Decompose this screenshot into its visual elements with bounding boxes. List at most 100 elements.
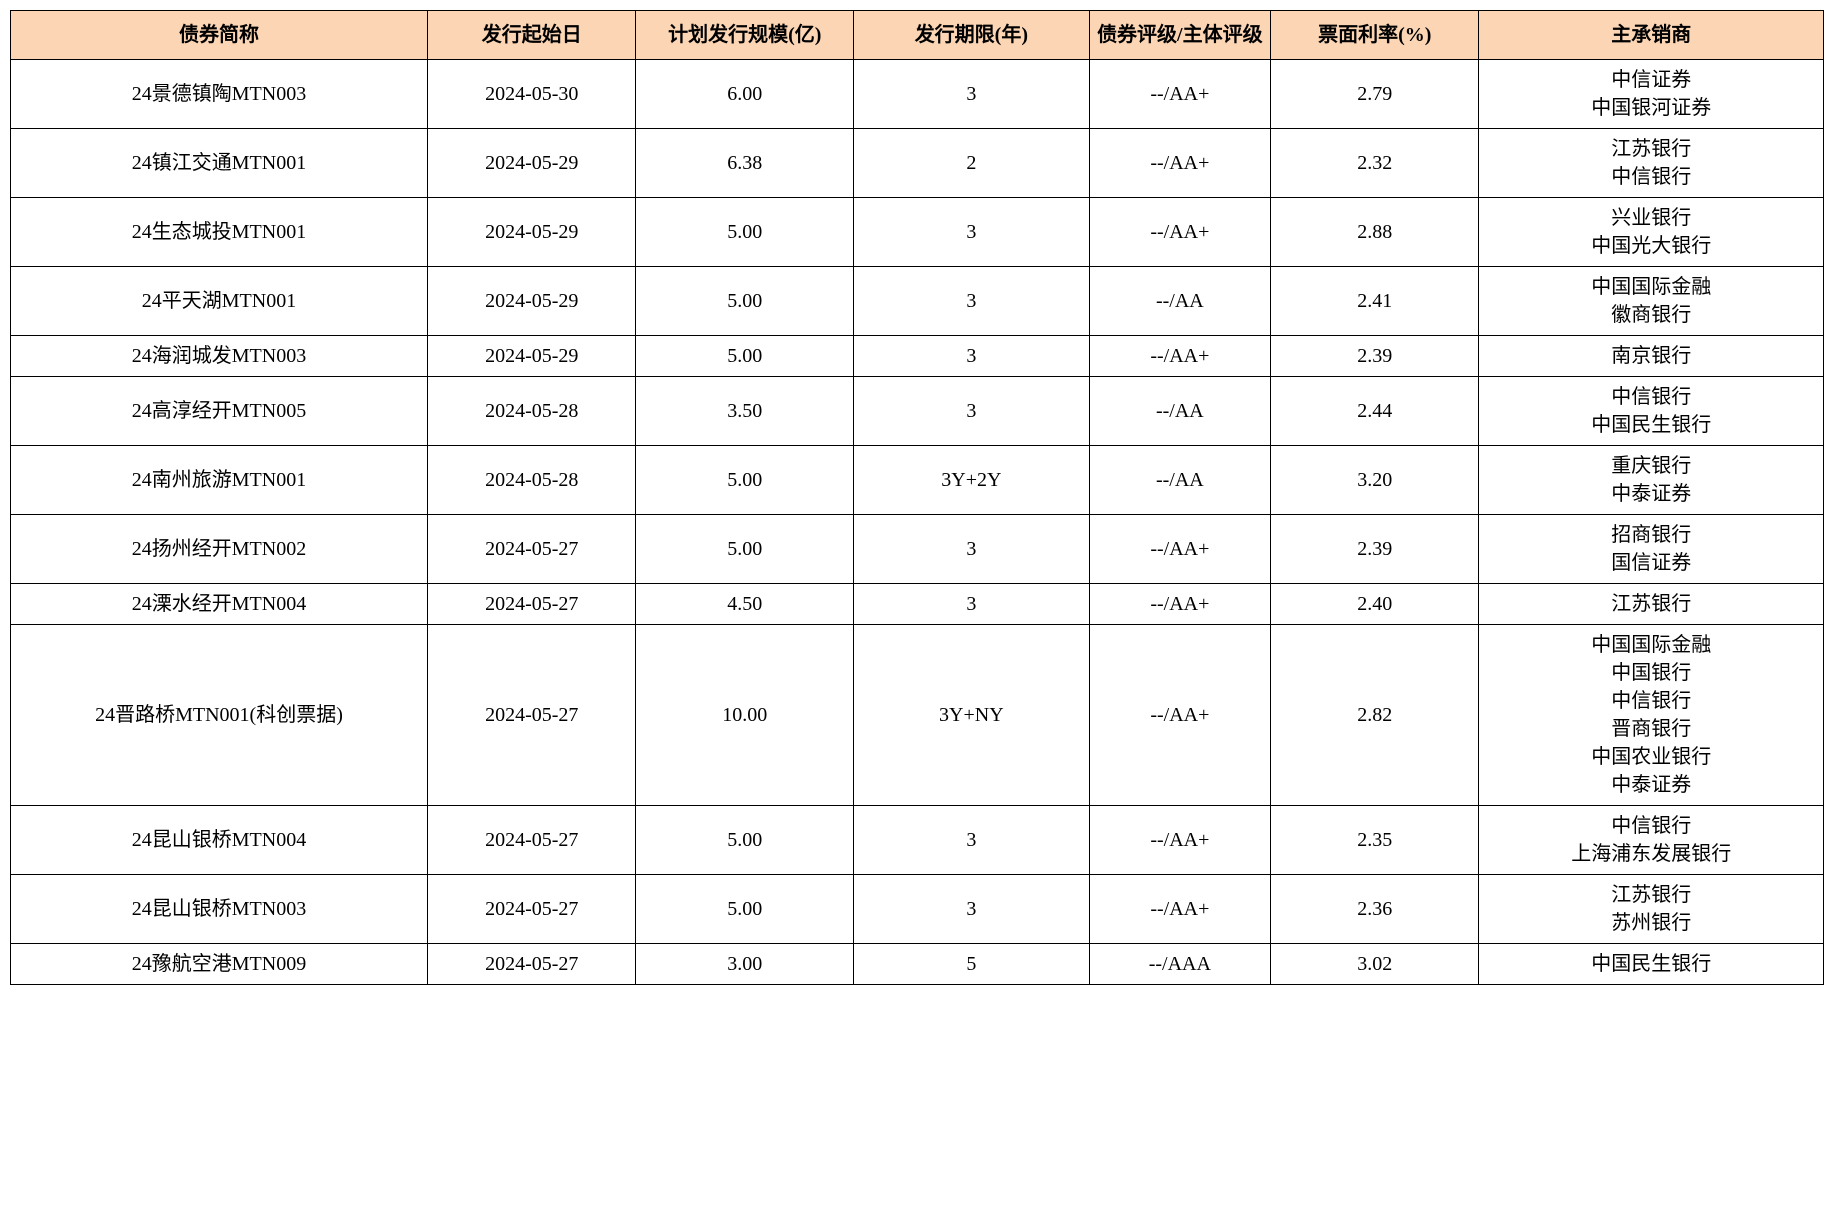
cell-rate: 2.82: [1271, 625, 1479, 806]
cell-name: 24昆山银桥MTN004: [11, 806, 428, 875]
cell-size: 6.38: [636, 129, 854, 198]
cell-name: 24海润城发MTN003: [11, 336, 428, 377]
cell-rating: --/AA+: [1089, 625, 1270, 806]
cell-rate: 2.39: [1271, 515, 1479, 584]
col-header-size: 计划发行规模(亿): [636, 11, 854, 60]
cell-date: 2024-05-29: [427, 129, 635, 198]
cell-rating: --/AA+: [1089, 515, 1270, 584]
cell-rating: --/AA+: [1089, 584, 1270, 625]
cell-date: 2024-05-27: [427, 875, 635, 944]
underwriter-name: 中信银行: [1483, 163, 1819, 191]
underwriter-name: 国信证券: [1483, 549, 1819, 577]
table-row: 24高淳经开MTN0052024-05-283.503--/AA2.44中信银行…: [11, 377, 1824, 446]
cell-underwriter: 招商银行国信证券: [1479, 515, 1824, 584]
table-row: 24豫航空港MTN0092024-05-273.005--/AAA3.02中国民…: [11, 944, 1824, 985]
cell-rating: --/AAA: [1089, 944, 1270, 985]
table-row: 24海润城发MTN0032024-05-295.003--/AA+2.39南京银…: [11, 336, 1824, 377]
table-row: 24镇江交通MTN0012024-05-296.382--/AA+2.32江苏银…: [11, 129, 1824, 198]
cell-date: 2024-05-27: [427, 584, 635, 625]
underwriter-name: 中信银行: [1483, 812, 1819, 840]
underwriter-name: 中信证券: [1483, 66, 1819, 94]
cell-size: 10.00: [636, 625, 854, 806]
cell-term: 3: [854, 875, 1090, 944]
cell-rating: --/AA+: [1089, 336, 1270, 377]
underwriter-name: 兴业银行: [1483, 204, 1819, 232]
underwriter-name: 中国银河证券: [1483, 94, 1819, 122]
cell-name: 24晋路桥MTN001(科创票据): [11, 625, 428, 806]
cell-rate: 3.20: [1271, 446, 1479, 515]
cell-date: 2024-05-28: [427, 377, 635, 446]
cell-underwriter: 江苏银行苏州银行: [1479, 875, 1824, 944]
underwriter-name: 徽商银行: [1483, 301, 1819, 329]
underwriter-name: 晋商银行: [1483, 715, 1819, 743]
cell-size: 6.00: [636, 60, 854, 129]
table-row: 24南州旅游MTN0012024-05-285.003Y+2Y--/AA3.20…: [11, 446, 1824, 515]
underwriter-name: 中信银行: [1483, 687, 1819, 715]
cell-date: 2024-05-27: [427, 515, 635, 584]
cell-term: 5: [854, 944, 1090, 985]
cell-term: 3: [854, 60, 1090, 129]
underwriter-name: 中信银行: [1483, 383, 1819, 411]
cell-underwriter: 江苏银行中信银行: [1479, 129, 1824, 198]
col-header-underwriter: 主承销商: [1479, 11, 1824, 60]
cell-rate: 2.39: [1271, 336, 1479, 377]
cell-rating: --/AA: [1089, 267, 1270, 336]
underwriter-name: 中国光大银行: [1483, 232, 1819, 260]
underwriter-name: 中国国际金融: [1483, 631, 1819, 659]
underwriter-name: 江苏银行: [1483, 881, 1819, 909]
cell-term: 3: [854, 584, 1090, 625]
col-header-term: 发行期限(年): [854, 11, 1090, 60]
underwriter-name: 江苏银行: [1483, 590, 1819, 618]
cell-date: 2024-05-27: [427, 806, 635, 875]
underwriter-name: 上海浦东发展银行: [1483, 840, 1819, 868]
cell-underwriter: 重庆银行中泰证券: [1479, 446, 1824, 515]
cell-name: 24生态城投MTN001: [11, 198, 428, 267]
cell-rate: 3.02: [1271, 944, 1479, 985]
cell-name: 24扬州经开MTN002: [11, 515, 428, 584]
cell-size: 3.00: [636, 944, 854, 985]
table-row: 24昆山银桥MTN0032024-05-275.003--/AA+2.36江苏银…: [11, 875, 1824, 944]
cell-size: 5.00: [636, 198, 854, 267]
cell-size: 5.00: [636, 267, 854, 336]
cell-date: 2024-05-28: [427, 446, 635, 515]
cell-rate: 2.40: [1271, 584, 1479, 625]
cell-rating: --/AA+: [1089, 129, 1270, 198]
cell-name: 24昆山银桥MTN003: [11, 875, 428, 944]
cell-underwriter: 中国国际金融中国银行中信银行晋商银行中国农业银行中泰证券: [1479, 625, 1824, 806]
bond-table: 债券简称 发行起始日 计划发行规模(亿) 发行期限(年) 债券评级/主体评级 票…: [10, 10, 1824, 985]
underwriter-name: 重庆银行: [1483, 452, 1819, 480]
cell-size: 5.00: [636, 515, 854, 584]
underwriter-name: 招商银行: [1483, 521, 1819, 549]
cell-date: 2024-05-27: [427, 625, 635, 806]
underwriter-name: 中国民生银行: [1483, 411, 1819, 439]
cell-rate: 2.32: [1271, 129, 1479, 198]
col-header-rate: 票面利率(%): [1271, 11, 1479, 60]
cell-underwriter: 中信银行上海浦东发展银行: [1479, 806, 1824, 875]
table-header-row: 债券简称 发行起始日 计划发行规模(亿) 发行期限(年) 债券评级/主体评级 票…: [11, 11, 1824, 60]
cell-underwriter: 中信银行中国民生银行: [1479, 377, 1824, 446]
cell-date: 2024-05-29: [427, 336, 635, 377]
cell-name: 24高淳经开MTN005: [11, 377, 428, 446]
underwriter-name: 中国银行: [1483, 659, 1819, 687]
cell-size: 5.00: [636, 446, 854, 515]
cell-rating: --/AA+: [1089, 60, 1270, 129]
cell-rating: --/AA+: [1089, 198, 1270, 267]
cell-size: 5.00: [636, 875, 854, 944]
underwriter-name: 中国民生银行: [1483, 950, 1819, 978]
cell-underwriter: 中国民生银行: [1479, 944, 1824, 985]
cell-name: 24镇江交通MTN001: [11, 129, 428, 198]
underwriter-name: 中国国际金融: [1483, 273, 1819, 301]
underwriter-name: 江苏银行: [1483, 135, 1819, 163]
underwriter-name: 中国农业银行: [1483, 743, 1819, 771]
cell-underwriter: 中信证券中国银河证券: [1479, 60, 1824, 129]
table-row: 24晋路桥MTN001(科创票据)2024-05-2710.003Y+NY--/…: [11, 625, 1824, 806]
cell-term: 3: [854, 515, 1090, 584]
underwriter-name: 中泰证券: [1483, 771, 1819, 799]
cell-size: 5.00: [636, 336, 854, 377]
cell-name: 24溧水经开MTN004: [11, 584, 428, 625]
cell-rate: 2.36: [1271, 875, 1479, 944]
cell-size: 5.00: [636, 806, 854, 875]
cell-underwriter: 兴业银行中国光大银行: [1479, 198, 1824, 267]
table-body: 24景德镇陶MTN0032024-05-306.003--/AA+2.79中信证…: [11, 60, 1824, 985]
cell-date: 2024-05-30: [427, 60, 635, 129]
